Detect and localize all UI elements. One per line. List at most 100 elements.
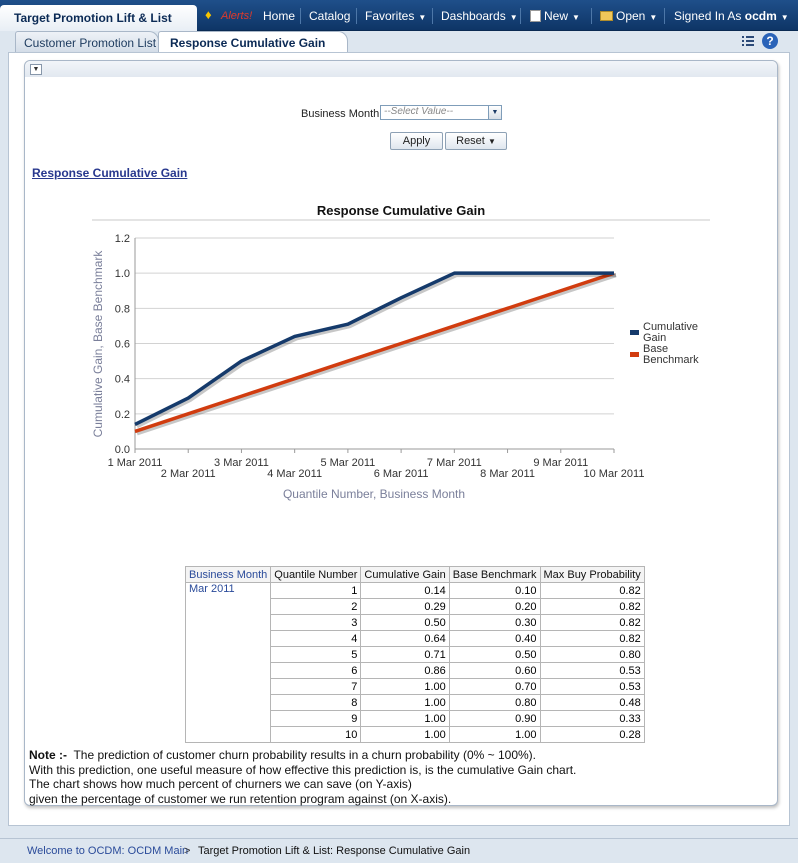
table-cell: 0.20 [448, 598, 541, 615]
x-tick-label: 8 Mar 2011 [480, 468, 535, 480]
column-header: Base Benchmark [448, 566, 541, 583]
folder-icon [600, 11, 613, 21]
chart-title: Response Cumulative Gain [317, 203, 485, 218]
x-tick-label: 2 Mar 2011 [161, 468, 216, 480]
y-tick-label: 0.8 [115, 303, 130, 315]
home-link[interactable]: Home [263, 9, 296, 23]
series-line-shadow [136, 273, 616, 429]
breadcrumb-separator: > [184, 845, 191, 857]
note-line-2: With this prediction, one useful measure… [29, 762, 577, 777]
report-title-link[interactable]: Response Cumulative Gain [32, 166, 188, 180]
catalog-link[interactable]: Catalog [309, 9, 351, 23]
x-tick-label: 3 Mar 2011 [214, 457, 269, 469]
table-row: 9 1.00 0.90 0.33 [186, 710, 645, 727]
reset-label: Reset [456, 135, 485, 147]
y-tick-label: 0.4 [115, 374, 130, 386]
user-menu[interactable]: Signed In As ocdm ▼ [674, 9, 789, 23]
user-name: ocdm [744, 9, 777, 23]
cumulative-gain-chart: Response Cumulative Gain 0.0 0.2 0.4 0.6 0.8… [91, 203, 710, 501]
column-header: Quantile Number [270, 566, 362, 583]
column-header: Business Month [184, 566, 272, 583]
chart-series [134, 271, 617, 436]
open-menu[interactable]: Open ▼ [600, 9, 657, 23]
new-menu[interactable]: New ▼ [530, 9, 580, 23]
help-icon[interactable]: ? [762, 33, 778, 49]
series-line [134, 271, 614, 426]
nav-divider [664, 8, 665, 24]
tab-response-cumulative-gain[interactable]: Response Cumulative Gain [158, 31, 348, 52]
series-line-shadow [136, 273, 617, 436]
nav-divider [520, 8, 521, 24]
y-tick-label: 0.2 [115, 409, 130, 421]
alerts-link[interactable]: Alerts! [221, 10, 253, 22]
panel-header: ▼ [25, 61, 777, 77]
table-cell: 1.00 [360, 710, 450, 727]
chevron-down-icon: ▼ [487, 137, 496, 146]
table-body: Mar 2011 1 0.14 0.10 0.82 2 0.29 0.20 0.82 3 0.50 0… [184, 582, 645, 743]
table-cell: 0.60 [448, 662, 541, 679]
table-row: 2 0.29 0.20 0.82 [186, 598, 645, 615]
table-cell: 1.00 [448, 726, 541, 743]
dashboard-tabs: Customer Promotion List Response Cumulat… [0, 31, 798, 53]
x-tick-label: 6 Mar 2011 [374, 468, 429, 480]
breadcrumb-home-link[interactable]: Welcome to OCDM: OCDM Main [27, 845, 189, 857]
tab-customer-promotion-list[interactable]: Customer Promotion List [15, 31, 159, 52]
table-cell: 0.82 [539, 598, 645, 615]
table-cell: 0.70 [448, 678, 541, 695]
note-line-4: given the percentage of customer we run … [29, 791, 452, 806]
table-cell: 0.50 [360, 614, 450, 631]
chevron-down-icon: ▼ [418, 13, 427, 22]
table-cell: 1.00 [360, 678, 450, 695]
table-cell: 0.80 [448, 694, 541, 711]
table-cell: 0.80 [539, 646, 645, 663]
table-row: 7 1.00 0.70 0.53 [186, 678, 645, 695]
bell-icon[interactable]: ♦ [205, 7, 212, 22]
column-header: Max Buy Probability [539, 566, 645, 583]
table-cell: 0.33 [539, 710, 645, 727]
nav-divider [356, 8, 357, 24]
table-row: 4 0.64 0.40 0.82 [186, 630, 645, 647]
chevron-down-icon: ▼ [649, 13, 658, 22]
y-tick-label: 0.0 [115, 444, 130, 456]
new-label: New [544, 9, 569, 23]
table-cell: 9 [270, 710, 362, 727]
table-cell: 0.82 [539, 614, 645, 631]
favorites-menu[interactable]: Favorites ▼ [365, 9, 426, 23]
favorites-label: Favorites [365, 9, 415, 23]
note-line-3: The chart shows how much percent of chur… [29, 777, 412, 791]
table-cell: 0.50 [448, 646, 541, 663]
x-tick-label: 7 Mar 2011 [427, 457, 482, 469]
y-tick-label: 1.2 [115, 233, 130, 245]
apply-button[interactable]: Apply [390, 132, 443, 150]
table-cell: 0.53 [539, 678, 645, 695]
app-title: Target Promotion Lift & List [0, 5, 197, 31]
table-cell: 10 [270, 726, 362, 743]
new-icon [530, 10, 541, 22]
chevron-down-icon: ▼ [572, 13, 580, 22]
reset-button[interactable]: Reset ▼ [445, 132, 507, 150]
table-cell: 3 [270, 614, 362, 631]
list-options-icon[interactable] [741, 34, 755, 48]
table-cell: 0.30 [448, 614, 541, 631]
chart-grid [134, 237, 614, 450]
breadcrumb-current: Target Promotion Lift & List: Response C… [198, 845, 471, 857]
table-cell: 5 [270, 646, 362, 663]
dashboards-menu[interactable]: Dashboards ▼ [441, 9, 518, 23]
x-tick-label: 5 Mar 2011 [320, 457, 375, 469]
x-tick-label: 9 Mar 2011 [533, 457, 588, 469]
table-cell: 0.82 [539, 582, 645, 599]
table-cell: 0.28 [539, 726, 645, 743]
data-table: Business Month Quantile Number Cumulative … [184, 566, 645, 743]
table-row: 10 1.00 1.00 0.28 [186, 726, 645, 743]
business-month-select[interactable]: --Select Value-- ▼ [380, 105, 502, 120]
signed-in-label: Signed In As [674, 9, 742, 23]
chevron-down-icon[interactable]: ▼ [488, 106, 501, 119]
table-cell: 0.29 [360, 598, 450, 615]
collapse-icon[interactable]: ▼ [30, 64, 42, 75]
chevron-down-icon: ▼ [780, 13, 789, 22]
y-tick-label: 0.6 [115, 339, 130, 351]
table-cell: 0.86 [360, 662, 450, 679]
open-label: Open [616, 9, 646, 23]
table-cell: 4 [270, 630, 362, 647]
